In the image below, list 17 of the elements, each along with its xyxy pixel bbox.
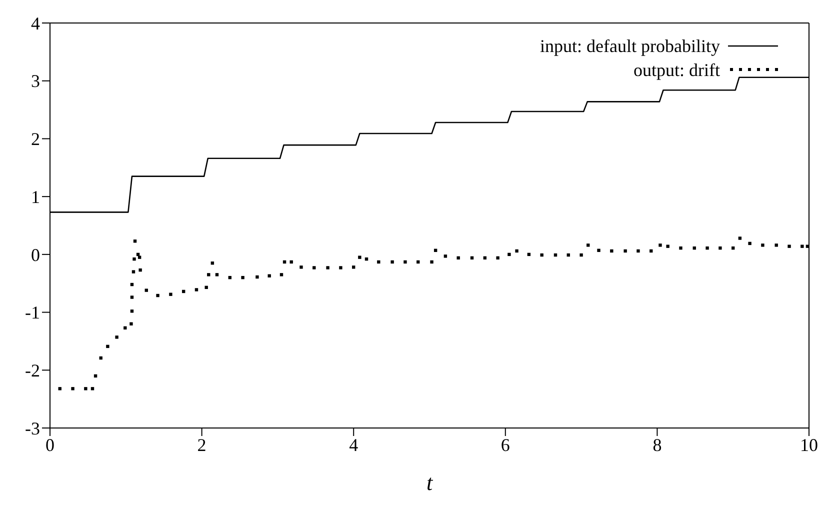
y-tick-label: 3 xyxy=(31,71,40,92)
legend-label: input: default probability xyxy=(540,35,720,58)
legend-label: output: drift xyxy=(634,59,720,82)
x-tick-label: 8 xyxy=(652,434,662,455)
y-tick-label: 4 xyxy=(31,13,40,34)
y-tick-label: -3 xyxy=(25,418,40,438)
x-tick-label: 10 xyxy=(800,434,818,455)
x-tick-label: 0 xyxy=(46,434,54,455)
x-tick-label: 6 xyxy=(500,434,510,455)
y-tick-label: 0 xyxy=(31,244,40,265)
y-tick-label: 1 xyxy=(31,186,40,207)
y-tick-label: 2 xyxy=(31,129,40,150)
x-tick-label: 2 xyxy=(197,434,206,455)
x-tick-label: 4 xyxy=(349,434,358,455)
y-tick-label: -2 xyxy=(25,360,40,381)
y-tick-label: -1 xyxy=(25,302,40,323)
x-axis-title: t xyxy=(426,470,434,495)
